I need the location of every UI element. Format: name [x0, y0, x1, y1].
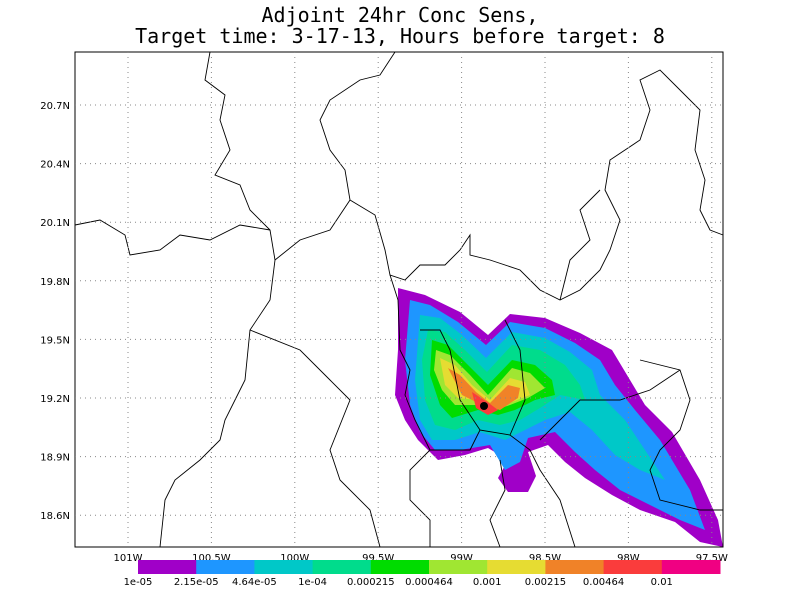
colorbar-box	[429, 560, 488, 574]
lon-label: 97.5W	[696, 553, 728, 564]
colorbar-label: 0.001	[473, 577, 502, 588]
colorbar-box	[138, 560, 197, 574]
lon-label: 101W	[114, 553, 143, 564]
colorbar-box	[603, 560, 663, 574]
colorbar-box	[661, 560, 721, 574]
lon-label: 98.5W	[529, 553, 561, 564]
borders	[74, 51, 724, 548]
colorbar-label: 0.00464	[583, 577, 624, 588]
lon-label: 98W	[617, 553, 640, 564]
axes: 20.7N 20.4N 20.1N 19.8N 19.5N 19.2N 18.9N 18.6N…	[40, 52, 728, 564]
lon-label: 99.5W	[362, 553, 394, 564]
lat-label: 20.4N	[40, 160, 70, 171]
colorbar-box	[196, 560, 255, 574]
contour	[448, 368, 520, 410]
title: Adjoint 24hr Conc Sens,	[262, 3, 539, 27]
colorbar-label: 0.00215	[525, 577, 566, 588]
plot-frame	[74, 51, 724, 548]
colorbar: 1e-05 2.15e-05 4.64e-05 1e-04 0.000215 0.0004…	[124, 560, 721, 588]
lon-label: 100W	[280, 553, 309, 564]
title: Target time: 3-17-13, Hours before targe…	[135, 24, 665, 48]
lat-label: 20.1N	[40, 218, 70, 229]
lat-label: 19.2N	[40, 394, 70, 405]
plume	[395, 288, 723, 547]
colorbar-label: 0.000215	[347, 577, 395, 588]
colorbar-box	[254, 560, 314, 574]
colorbar-label: 4.64e-05	[232, 577, 277, 588]
colorbar-label: 2.15e-05	[174, 577, 219, 588]
lon-label: 100.5W	[192, 553, 231, 564]
colorbar-box	[370, 560, 430, 574]
lat-label: 18.9N	[40, 453, 70, 464]
colorbar-label: 0.000464	[405, 577, 453, 588]
lat-label: 20.7N	[40, 101, 70, 112]
lat-label: 19.5N	[40, 335, 70, 346]
colorbar-label: 1e-05	[124, 577, 153, 588]
colorbar-label: 0.01	[651, 577, 673, 588]
lat-label: 18.6N	[40, 511, 70, 522]
colorbar-box	[312, 560, 372, 574]
lon-label: 99W	[450, 553, 473, 564]
colorbar-box	[545, 560, 605, 574]
colorbar-label: 1e-04	[298, 577, 327, 588]
lat-label: 19.8N	[40, 277, 70, 288]
colorbar-box	[487, 560, 546, 574]
target-point	[480, 402, 488, 410]
